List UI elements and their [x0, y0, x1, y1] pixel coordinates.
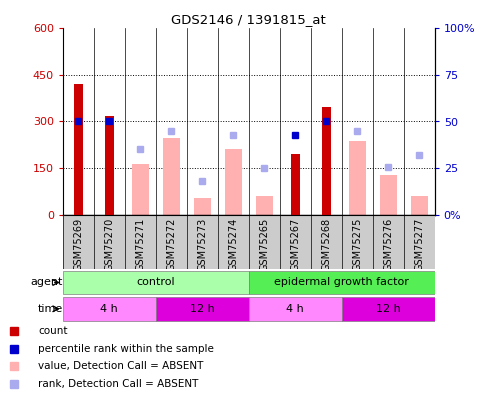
Bar [249, 297, 342, 321]
Bar [74, 84, 83, 215]
Text: GSM75271: GSM75271 [135, 217, 145, 271]
Bar [132, 164, 149, 215]
Text: GSM75277: GSM75277 [414, 217, 424, 271]
Bar [291, 154, 299, 215]
Text: epidermal growth factor: epidermal growth factor [274, 277, 409, 288]
Text: percentile rank within the sample: percentile rank within the sample [38, 343, 214, 354]
Bar [380, 175, 397, 215]
Text: time: time [38, 304, 63, 314]
Bar [225, 149, 242, 215]
Text: GSM75267: GSM75267 [290, 217, 300, 271]
Text: GSM75273: GSM75273 [197, 217, 207, 271]
Bar [411, 196, 428, 215]
Text: GSM75268: GSM75268 [321, 217, 331, 271]
Text: 4 h: 4 h [100, 304, 118, 314]
Bar [63, 297, 156, 321]
Text: agent: agent [30, 277, 63, 288]
Text: 12 h: 12 h [190, 304, 214, 314]
Bar [342, 297, 435, 321]
Bar [194, 198, 211, 215]
Bar [156, 297, 249, 321]
Text: value, Detection Call = ABSENT: value, Detection Call = ABSENT [38, 361, 203, 371]
Text: GSM75274: GSM75274 [228, 217, 238, 271]
Text: 12 h: 12 h [376, 304, 400, 314]
Bar [63, 271, 249, 294]
Bar [322, 107, 330, 215]
Text: 4 h: 4 h [286, 304, 304, 314]
Text: GSM75275: GSM75275 [352, 217, 362, 271]
Bar [349, 141, 366, 215]
Text: rank, Detection Call = ABSENT: rank, Detection Call = ABSENT [38, 379, 199, 389]
Title: GDS2146 / 1391815_at: GDS2146 / 1391815_at [171, 13, 326, 26]
Bar [163, 138, 180, 215]
Text: GSM75276: GSM75276 [383, 217, 393, 271]
Bar [105, 116, 114, 215]
Bar [249, 271, 435, 294]
Text: GSM75270: GSM75270 [104, 217, 114, 271]
Text: count: count [38, 326, 68, 336]
Text: GSM75265: GSM75265 [259, 217, 269, 271]
Text: control: control [137, 277, 175, 288]
Bar [256, 196, 273, 215]
Text: GSM75272: GSM75272 [166, 217, 176, 271]
Text: GSM75269: GSM75269 [73, 217, 83, 271]
